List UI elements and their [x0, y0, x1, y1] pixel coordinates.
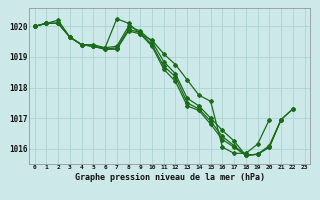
X-axis label: Graphe pression niveau de la mer (hPa): Graphe pression niveau de la mer (hPa)	[75, 173, 265, 182]
